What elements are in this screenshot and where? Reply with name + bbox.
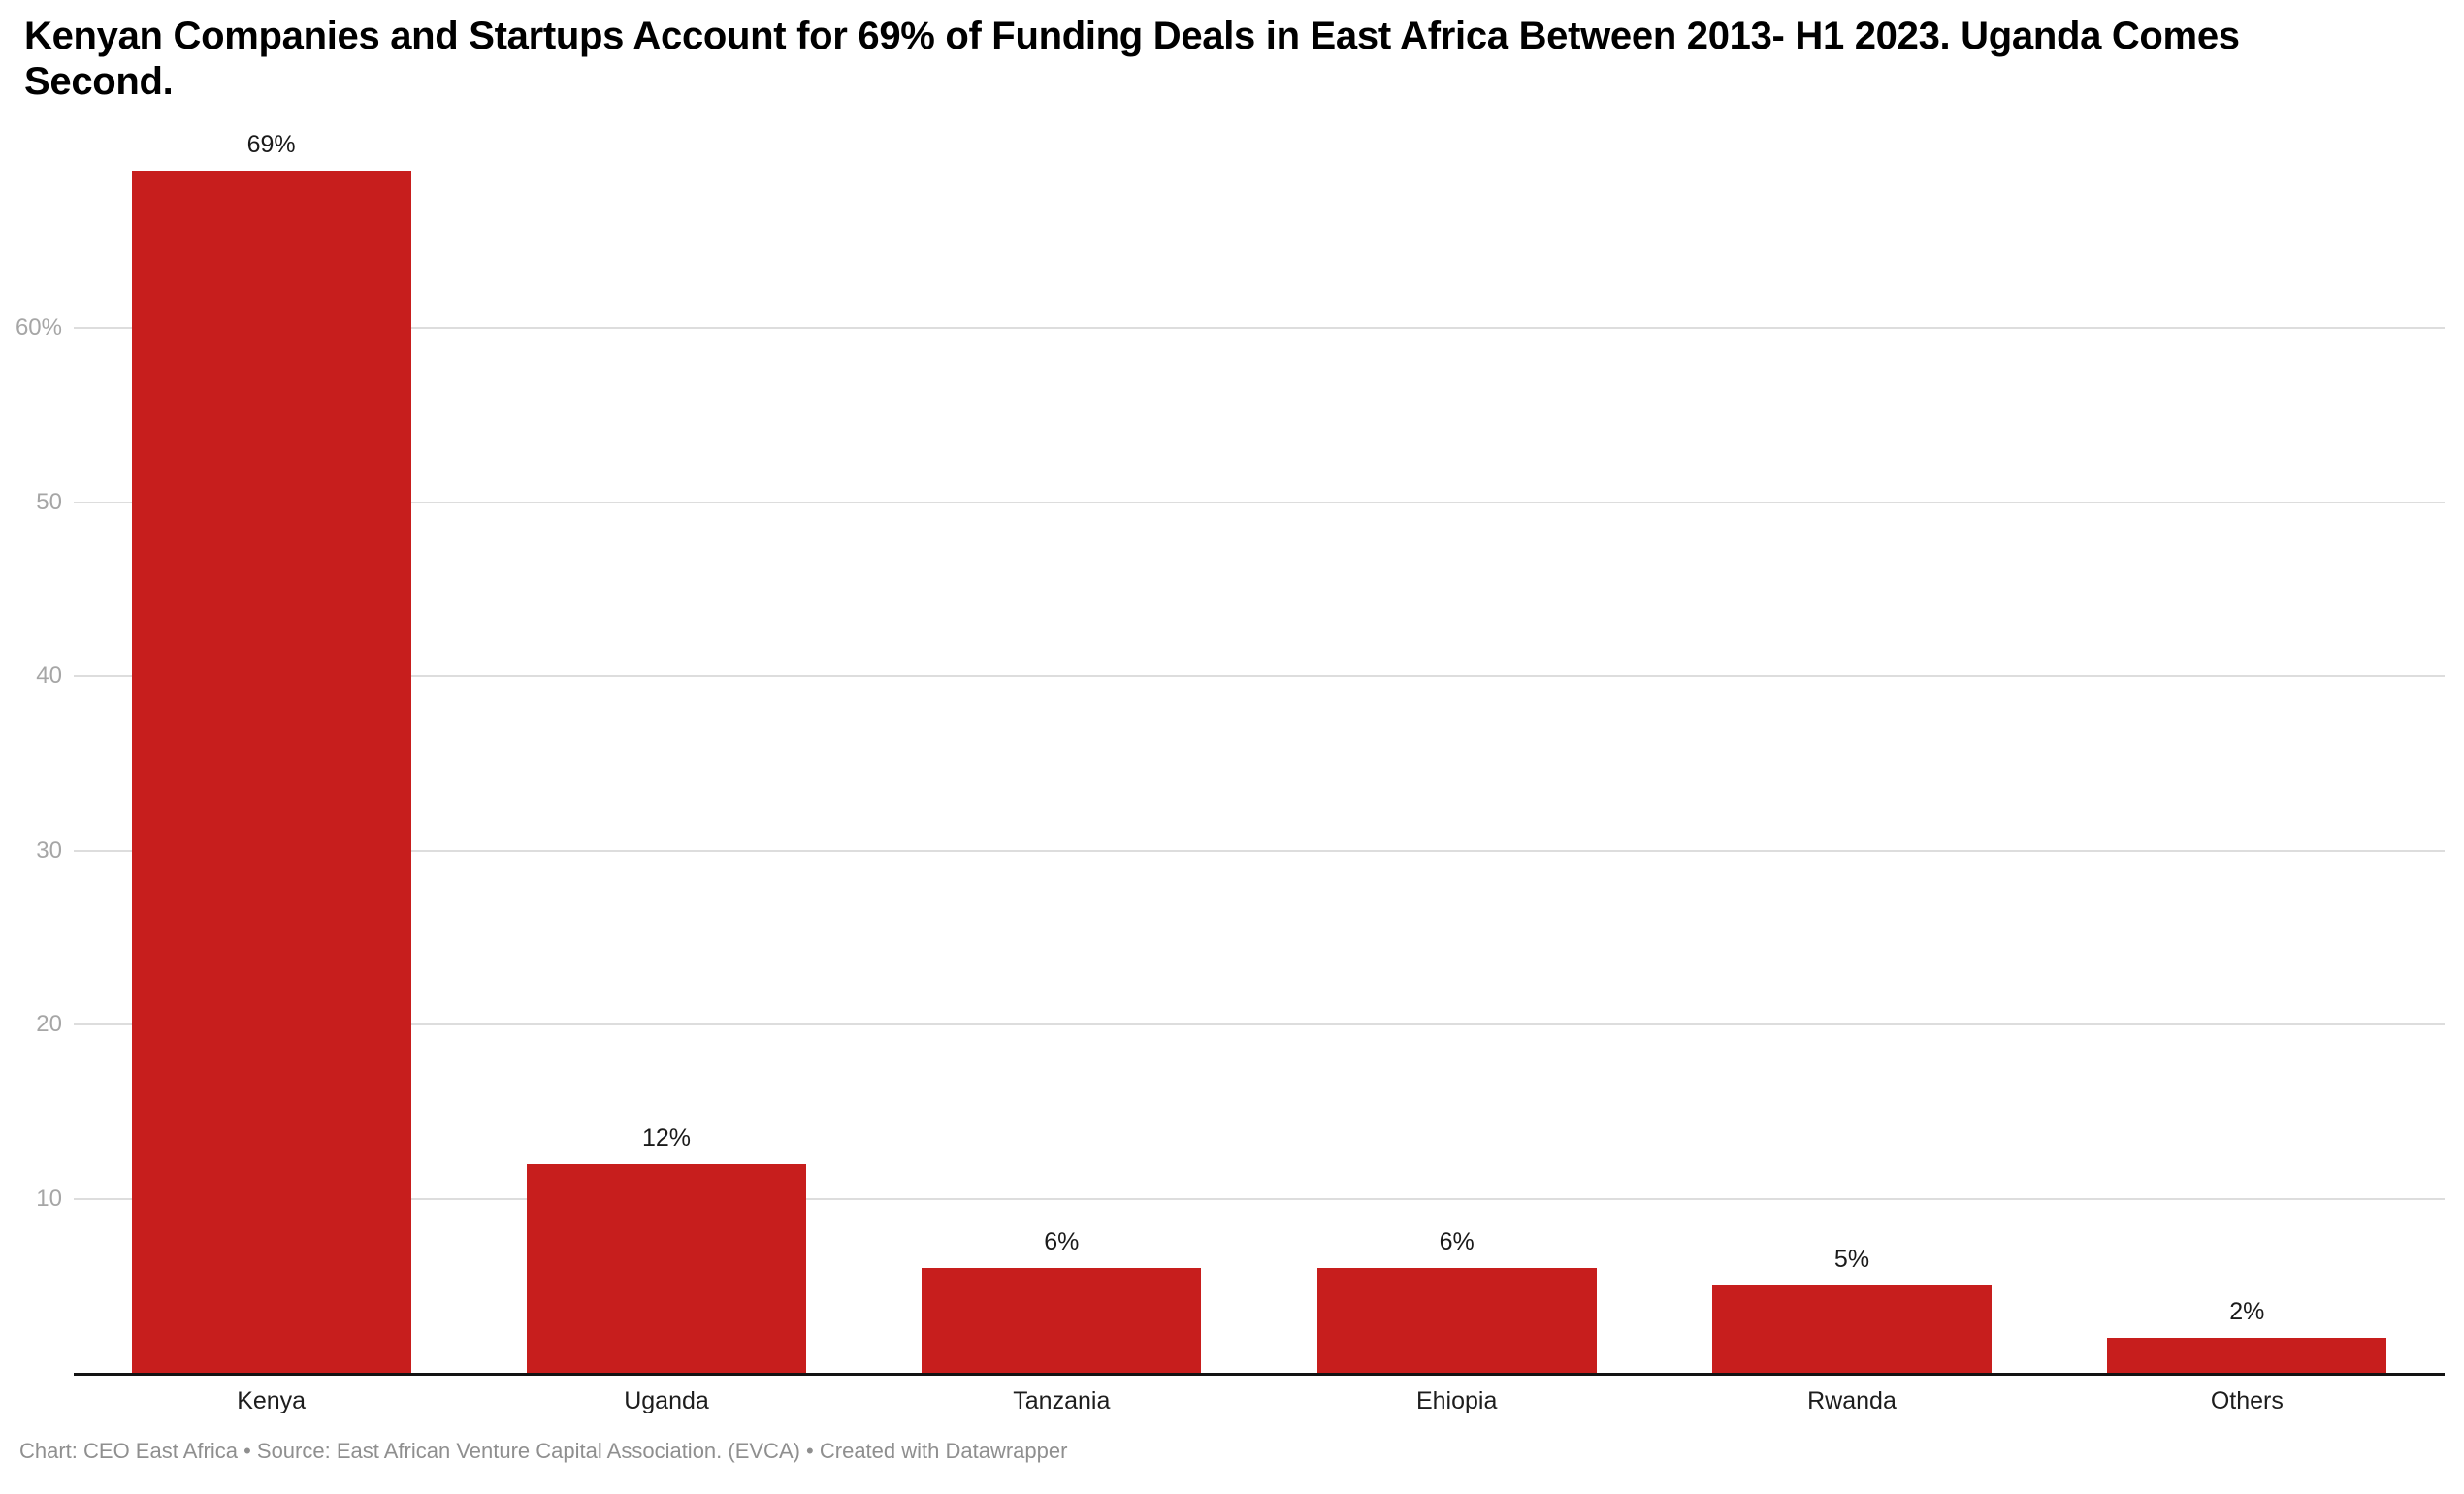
bar-value-label: 5% xyxy=(1833,1246,1870,1274)
bar-value-label: 12% xyxy=(641,1123,692,1152)
category-label: Others xyxy=(2210,1387,2284,1414)
gridline xyxy=(74,327,2445,329)
gridline xyxy=(74,849,2445,852)
bar-value-label: 6% xyxy=(1439,1228,1475,1256)
category-label: Kenya xyxy=(237,1387,307,1414)
y-tick-label: 60% xyxy=(15,314,62,341)
y-tick-label: 20 xyxy=(36,1011,62,1037)
chart-footer: Chart: CEO East Africa • Source: East Af… xyxy=(19,1439,1068,1463)
category-label: Rwanda xyxy=(1807,1387,1897,1414)
bar-value-label: 2% xyxy=(2229,1298,2265,1326)
bar xyxy=(527,1163,806,1373)
bar-value-label: 69% xyxy=(246,131,296,159)
x-axis-line xyxy=(74,1373,2445,1376)
bar xyxy=(1316,1268,1597,1373)
gridline xyxy=(74,1197,2445,1200)
category-label: Tanzania xyxy=(1013,1387,1111,1414)
gridline xyxy=(74,501,2445,503)
bar xyxy=(131,171,411,1373)
bar xyxy=(1712,1285,1992,1373)
chart-title-line1: Kenyan Companies and Startups Account fo… xyxy=(24,15,2240,57)
y-tick-label: 30 xyxy=(36,836,62,863)
bar-value-label: 6% xyxy=(1044,1228,1080,1256)
y-tick-label: 10 xyxy=(36,1185,62,1212)
chart-title: Kenyan Companies and Startups Account fo… xyxy=(24,14,2440,105)
y-tick-label: 40 xyxy=(36,663,62,689)
y-tick-label: 50 xyxy=(36,488,62,515)
bar xyxy=(922,1268,1202,1373)
bar xyxy=(2107,1338,2387,1373)
category-label: Ehiopia xyxy=(1415,1387,1498,1414)
gridline xyxy=(74,675,2445,677)
gridline xyxy=(74,1023,2445,1025)
chart-title-line2: Second. xyxy=(24,60,174,104)
category-label: Uganda xyxy=(624,1387,709,1414)
